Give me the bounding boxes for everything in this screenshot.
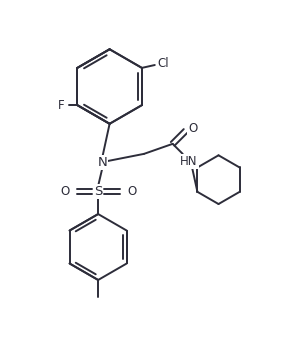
Text: Cl: Cl [158,57,169,70]
Text: F: F [58,99,65,112]
Text: HN: HN [180,155,198,168]
Text: N: N [98,156,107,169]
Text: O: O [60,185,69,198]
Text: O: O [188,122,197,135]
Text: O: O [127,185,136,198]
Text: S: S [94,185,102,198]
